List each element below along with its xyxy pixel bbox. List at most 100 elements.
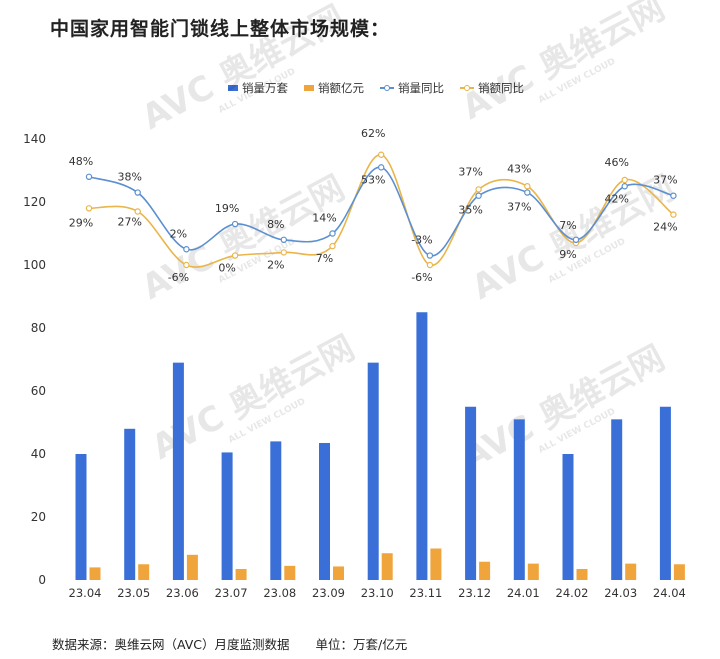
volume-yoy-data-label: 14%: [312, 212, 336, 225]
bar-volume: [75, 454, 87, 580]
amount-yoy-point: [85, 205, 93, 212]
amount-yoy-data-label: 62%: [361, 127, 385, 140]
lines-layer: 29% 27% -6% 0% 2% 7% 62% -6% 37% 43% 7% 46% 24% 48% 38…: [69, 127, 678, 284]
x-tick-label: 24.04: [653, 586, 686, 600]
volume-yoy-point: [329, 230, 336, 237]
amount-yoy-point: [280, 249, 287, 256]
amount-yoy-point: [426, 261, 434, 269]
amount-yoy-point: [475, 186, 482, 193]
x-tick-label: 23.11: [409, 586, 442, 600]
amount-yoy-data-label: 24%: [653, 221, 677, 234]
watermark-text: AVC 奥维云网: [465, 168, 681, 308]
bar-amount: [235, 568, 247, 580]
volume-yoy-data-label: 37%: [507, 201, 531, 214]
amount-yoy-data-label: 43%: [507, 162, 531, 175]
y-tick-label: 80: [31, 321, 46, 335]
unit-text: 单位：万套/亿元: [315, 637, 408, 652]
legend-swatch-amt-line: [460, 85, 474, 91]
bar-volume: [221, 452, 233, 580]
bar-amount: [186, 554, 198, 580]
volume-yoy-data-label: 38%: [117, 171, 141, 184]
bar-volume: [367, 362, 379, 580]
volume-yoy-data-label: 53%: [361, 173, 385, 186]
y-tick-label: 60: [31, 384, 46, 398]
amount-yoy-point: [329, 242, 336, 250]
legend-label-vol-line: 销量同比: [398, 81, 444, 95]
volume-yoy-data-label: 2%: [170, 227, 187, 240]
bar-volume: [513, 419, 525, 580]
x-axis: 23.04 23.05 23.06 23.07 23.08 23.09 23.10 23.11…: [69, 586, 686, 600]
chart-title: 中国家用智能门锁线上整体市场规模：: [50, 18, 391, 40]
bar-volume: [270, 441, 282, 580]
bar-amount: [381, 553, 393, 580]
x-tick-label: 23.09: [312, 586, 345, 600]
legend-item-vol-bar: 销量万套: [228, 80, 288, 96]
y-tick-label: 0: [38, 573, 46, 587]
bar-volume: [659, 406, 671, 580]
source-text: 数据来源：奥维云网（AVC）月度监测数据: [52, 637, 290, 652]
bar-amount: [430, 548, 442, 580]
volume-yoy-data-label: 9%: [559, 248, 576, 261]
bar-amount: [625, 563, 637, 580]
bar-amount: [333, 566, 344, 580]
bar-amount: [527, 563, 539, 580]
bar-volume: [124, 428, 136, 580]
volume-yoy-data-label: 35%: [458, 204, 482, 217]
bar-volume: [172, 362, 184, 580]
amount-yoy-data-label: 0%: [218, 262, 235, 275]
y-tick-label: 100: [23, 258, 46, 272]
y-tick-label: 120: [23, 195, 46, 209]
bar-amount: [576, 568, 588, 580]
volume-yoy-point: [572, 236, 580, 243]
legend-swatch-amt-bar: [304, 85, 314, 91]
volume-yoy-data-label: 19%: [215, 202, 239, 215]
volume-yoy-point: [426, 252, 434, 259]
volume-yoy-point: [280, 236, 287, 243]
legend-label-amt-bar: 销额亿元: [318, 81, 364, 95]
bar-volume: [465, 406, 477, 580]
amount-yoy-data-label: -6%: [411, 271, 432, 284]
bar-amount: [284, 565, 296, 580]
bar-amount: [138, 564, 150, 580]
amount-yoy-point: [621, 176, 628, 184]
volume-yoy-data-label: 48%: [69, 155, 93, 168]
volume-yoy-data-label: -3%: [411, 234, 432, 247]
source-note: 数据来源：奥维云网（AVC）月度监测数据 单位：万套/亿元: [52, 634, 407, 653]
chart-legend: 销量万套 销额亿元 销量同比 销额同比: [228, 80, 524, 96]
volume-yoy-data-label: 8%: [267, 218, 284, 231]
x-tick-label: 24.03: [604, 586, 637, 600]
amount-yoy-point: [524, 183, 531, 190]
x-tick-label: 23.08: [263, 586, 296, 600]
amount-yoy-data-label: 2%: [267, 258, 284, 271]
legend-label-amt-line: 销额同比: [478, 81, 524, 95]
legend-label-vol-bar: 销量万套: [242, 81, 288, 95]
watermark-text: AVC 奥维云网: [135, 168, 351, 308]
legend-swatch-vol-line: [380, 85, 394, 91]
bar-volume: [416, 312, 428, 580]
bar-volume: [319, 442, 330, 580]
x-tick-label: 23.07: [215, 586, 248, 600]
bar-volume: [611, 419, 623, 580]
x-tick-label: 23.06: [166, 586, 199, 600]
volume-yoy-point: [621, 183, 628, 190]
volume-yoy-point: [134, 189, 141, 196]
volume-yoy-data-label: 42%: [604, 192, 628, 205]
x-tick-label: 23.12: [458, 586, 491, 600]
x-tick-label: 23.05: [117, 586, 150, 600]
x-tick-label: 23.10: [361, 586, 394, 600]
volume-yoy-point: [85, 173, 93, 180]
bars-layer: [75, 312, 685, 580]
amount-yoy-data-label: 7%: [559, 219, 576, 232]
x-tick-label: 24.01: [507, 586, 540, 600]
volume-yoy-point: [231, 220, 239, 228]
volume-yoy-point: [670, 192, 677, 199]
x-tick-label: 24.02: [556, 586, 589, 600]
volume-yoy-point: [475, 192, 482, 199]
y-axis: 0 20 40 60 80 100 120 140: [23, 132, 46, 587]
bar-amount: [479, 561, 491, 580]
amount-yoy-data-label: 46%: [604, 156, 628, 169]
